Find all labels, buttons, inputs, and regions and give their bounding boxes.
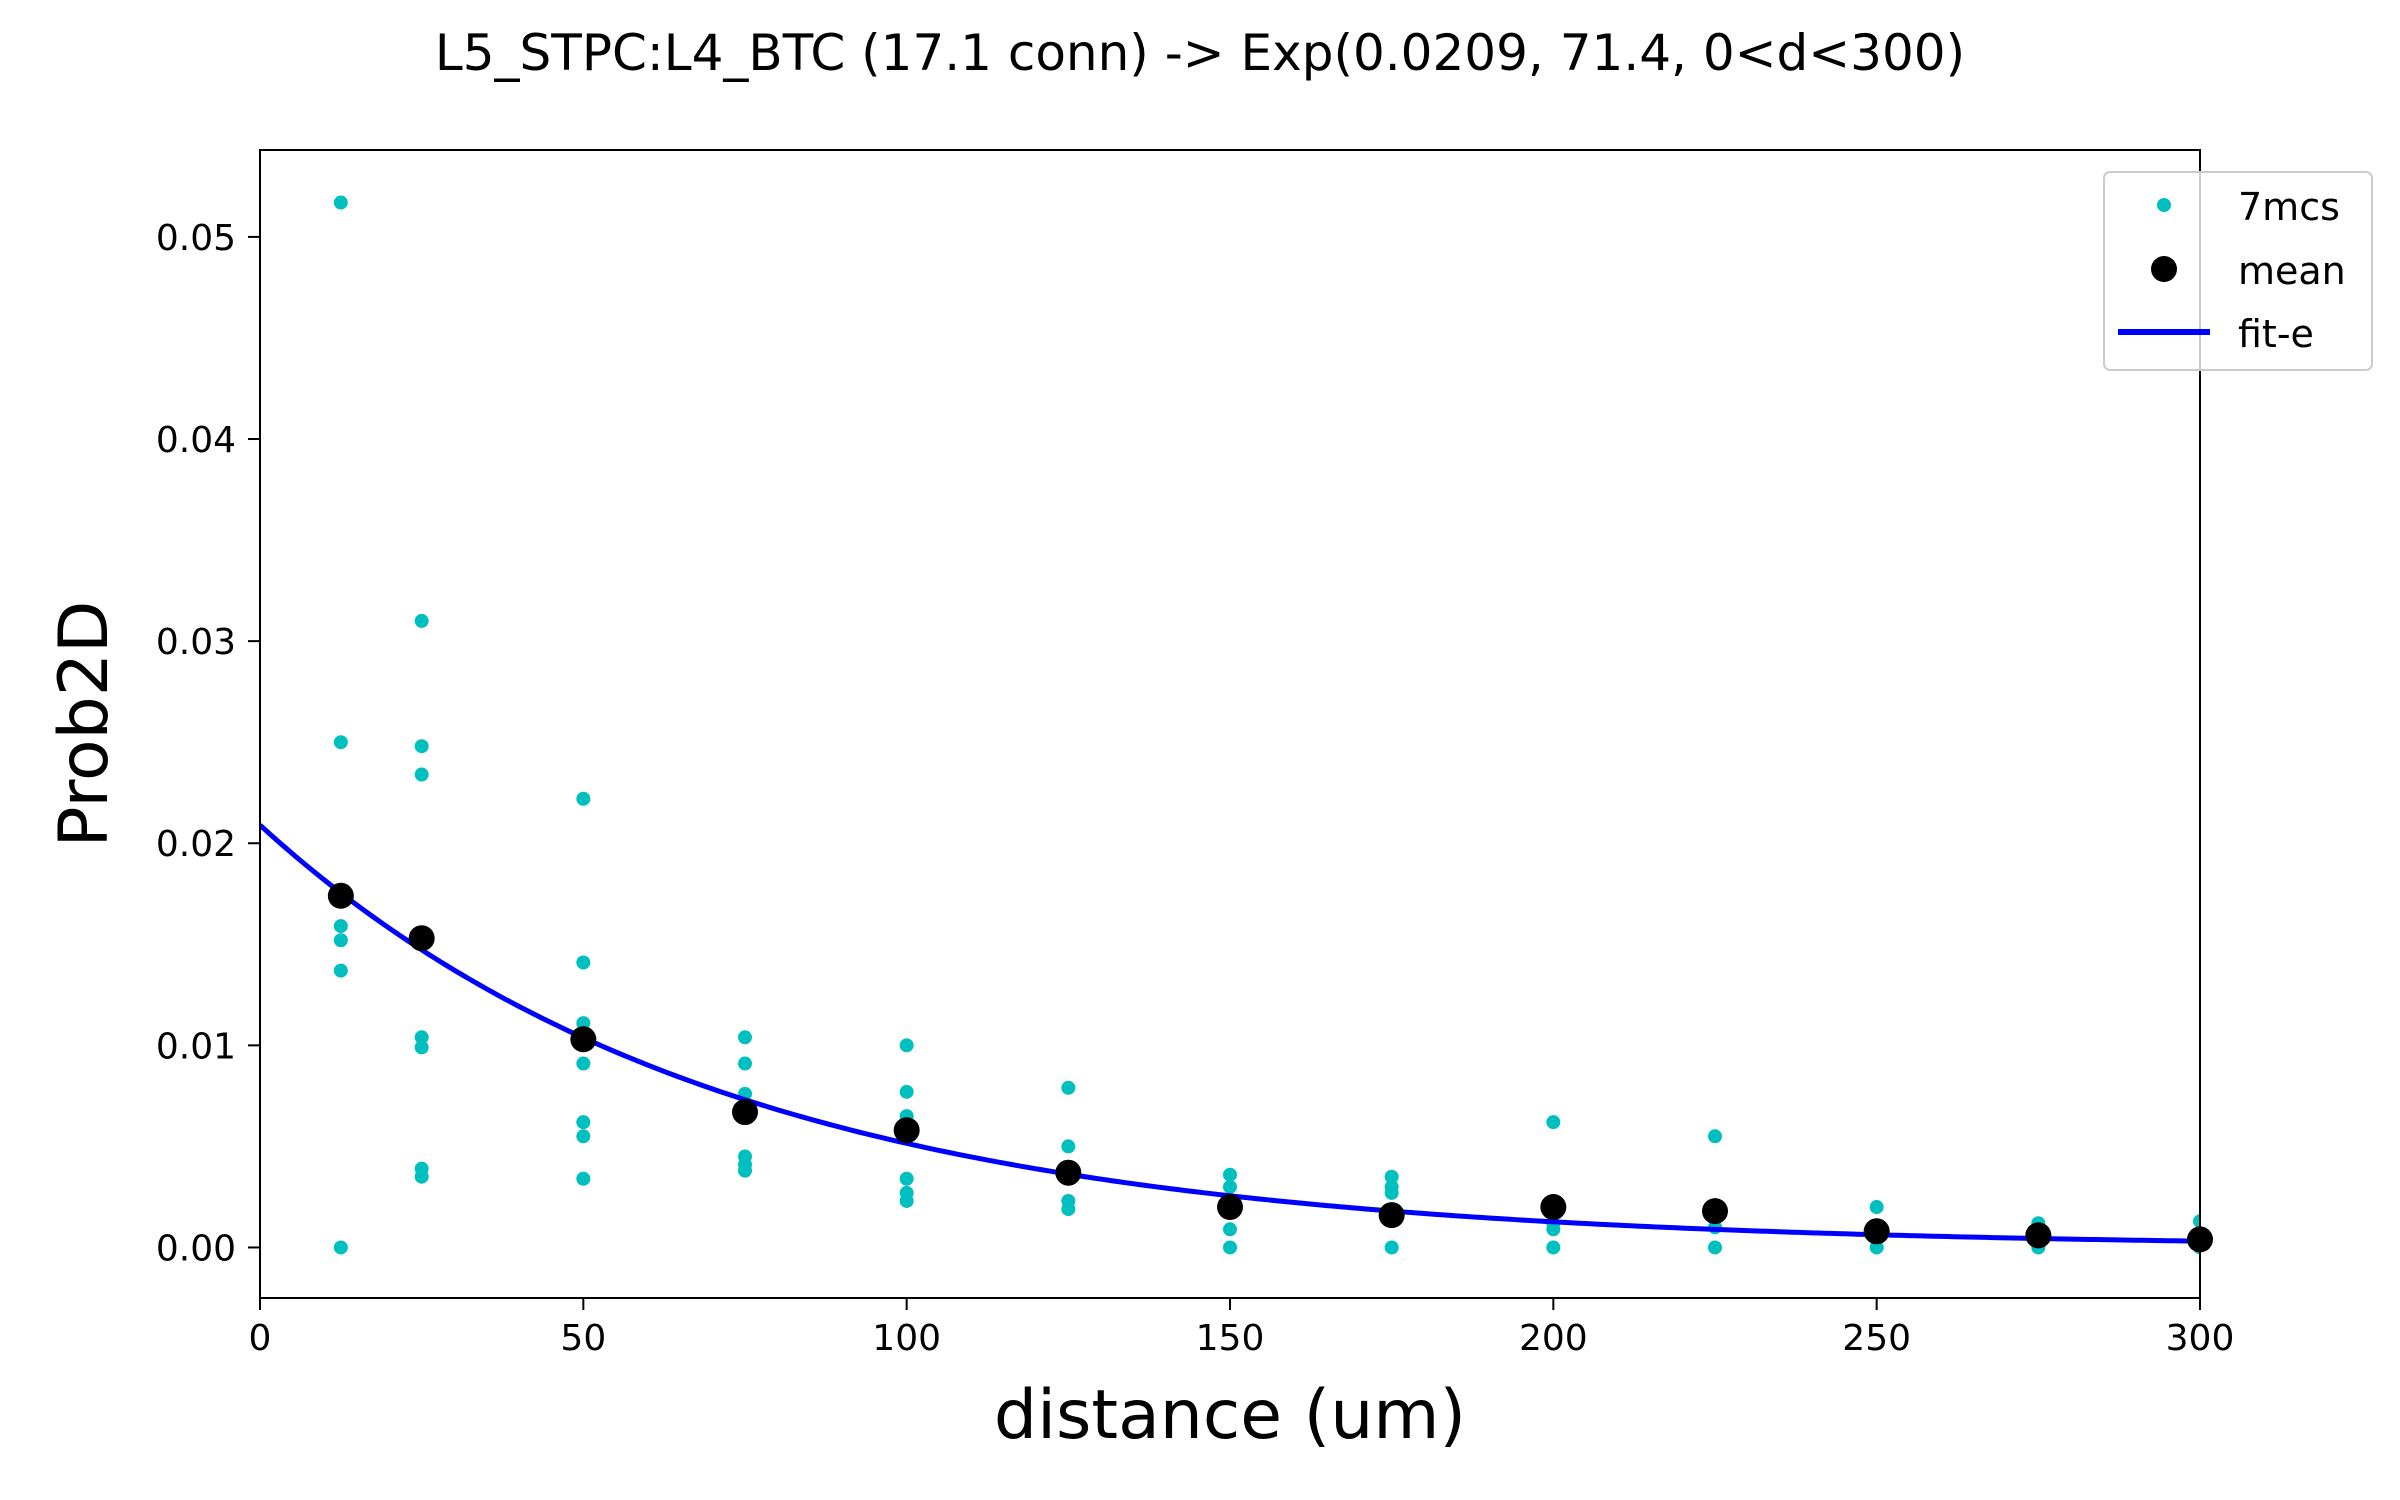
data-point-7mcs (333, 963, 348, 978)
data-point-7mcs (1223, 1240, 1237, 1255)
data-point-7mcs (333, 195, 348, 210)
x-axis-label: distance (um) (994, 1376, 1466, 1455)
data-point-7mcs (1546, 1222, 1561, 1237)
x-axis-ticks: 0 50 100 150 200 250 300 (249, 1298, 2235, 1359)
x-tick-label: 300 (2166, 1318, 2235, 1359)
data-point-7mcs (1708, 1240, 1722, 1255)
chart-title: L5_STPC:L4_BTC (17.1 conn) -> Exp(0.0209… (435, 24, 1965, 82)
y-tick-label: 0.00 (156, 1228, 236, 1269)
data-point-7mcs (1061, 1080, 1076, 1095)
data-point-mean (570, 1026, 597, 1053)
data-point-7mcs (576, 1016, 591, 1031)
data-point-7mcs (1546, 1240, 1561, 1255)
legend: 7mcs mean fit-e (2103, 171, 2373, 371)
data-point-7mcs (899, 1171, 914, 1186)
x-tick-label: 0 (249, 1318, 272, 1359)
data-point-7mcs (414, 1169, 429, 1184)
data-point-7mcs (899, 1038, 914, 1053)
x-tick-label: 150 (1196, 1318, 1265, 1359)
data-point-7mcs (1223, 1167, 1237, 1182)
data-point-7mcs (1384, 1169, 1399, 1184)
data-point-7mcs (414, 739, 429, 754)
data-point-7mcs (1708, 1129, 1722, 1144)
data-point-7mcs (414, 767, 429, 782)
y-tick-label: 0.01 (156, 1026, 236, 1067)
data-point-7mcs (738, 1056, 752, 1071)
data-point-7mcs (576, 955, 591, 970)
data-point-mean (732, 1099, 758, 1126)
plot-contents (260, 195, 2200, 1255)
y-tick-label: 0.05 (156, 218, 236, 259)
data-point-7mcs (1061, 1202, 1076, 1217)
legend-7mcs-label: 7mcs (2238, 185, 2340, 229)
data-point-7mcs (576, 1129, 591, 1144)
data-point-7mcs (738, 1163, 752, 1178)
data-point-7mcs (576, 791, 591, 806)
data-point-7mcs (1384, 1185, 1399, 1200)
data-point-7mcs (1869, 1200, 1884, 1215)
y-axis-label: Prob2D (45, 601, 124, 848)
data-point-7mcs (738, 1030, 752, 1045)
data-point-mean (1863, 1218, 1890, 1245)
legend-fit-e-label: fit-e (2238, 312, 2314, 356)
data-point-mean (1217, 1194, 1243, 1221)
data-point-7mcs (576, 1171, 591, 1186)
data-point-mean (1378, 1202, 1405, 1229)
x-tick-label: 100 (872, 1318, 941, 1359)
data-point-mean (893, 1117, 920, 1144)
data-point-7mcs (1546, 1115, 1561, 1130)
x-tick-label: 200 (1519, 1318, 1588, 1359)
data-point-7mcs (333, 933, 348, 948)
data-point-mean (2025, 1222, 2052, 1249)
data-point-7mcs (414, 1030, 429, 1045)
y-tick-label: 0.03 (156, 622, 236, 663)
data-point-7mcs (1223, 1222, 1237, 1237)
data-point-7mcs (414, 1040, 429, 1055)
data-point-7mcs (333, 919, 348, 934)
data-point-7mcs (333, 735, 348, 750)
data-point-mean (1702, 1198, 1728, 1225)
data-point-7mcs (576, 1056, 591, 1071)
legend-box (2103, 171, 2373, 371)
data-point-7mcs (899, 1084, 914, 1099)
data-point-7mcs (576, 1115, 591, 1130)
data-point-mean (408, 925, 435, 952)
data-point-7mcs (899, 1193, 914, 1208)
y-tick-label: 0.02 (156, 824, 236, 865)
data-point-7mcs (1384, 1240, 1399, 1255)
plot-area (260, 195, 2213, 1255)
x-tick-label: 250 (1842, 1318, 1911, 1359)
data-point-7mcs (333, 1240, 348, 1255)
legend-mean-marker (2151, 256, 2177, 282)
data-point-mean (1540, 1194, 1567, 1221)
plot-frame (259, 149, 2201, 1299)
y-axis-ticks: 0.00 0.01 0.02 0.03 0.04 0.05 (156, 218, 260, 1269)
y-tick-label: 0.04 (156, 420, 236, 461)
data-point-mean (327, 882, 354, 909)
data-point-7mcs (1869, 1240, 1884, 1255)
data-point-7mcs (1223, 1179, 1237, 1194)
x-tick-label: 50 (560, 1318, 606, 1359)
legend-mean-label: mean (2238, 249, 2346, 293)
data-point-7mcs (1061, 1139, 1076, 1154)
data-point-7mcs (2193, 1214, 2200, 1229)
legend-7mcs-marker (2157, 198, 2171, 212)
data-point-7mcs (414, 613, 429, 628)
data-point-mean (1055, 1159, 1082, 1186)
